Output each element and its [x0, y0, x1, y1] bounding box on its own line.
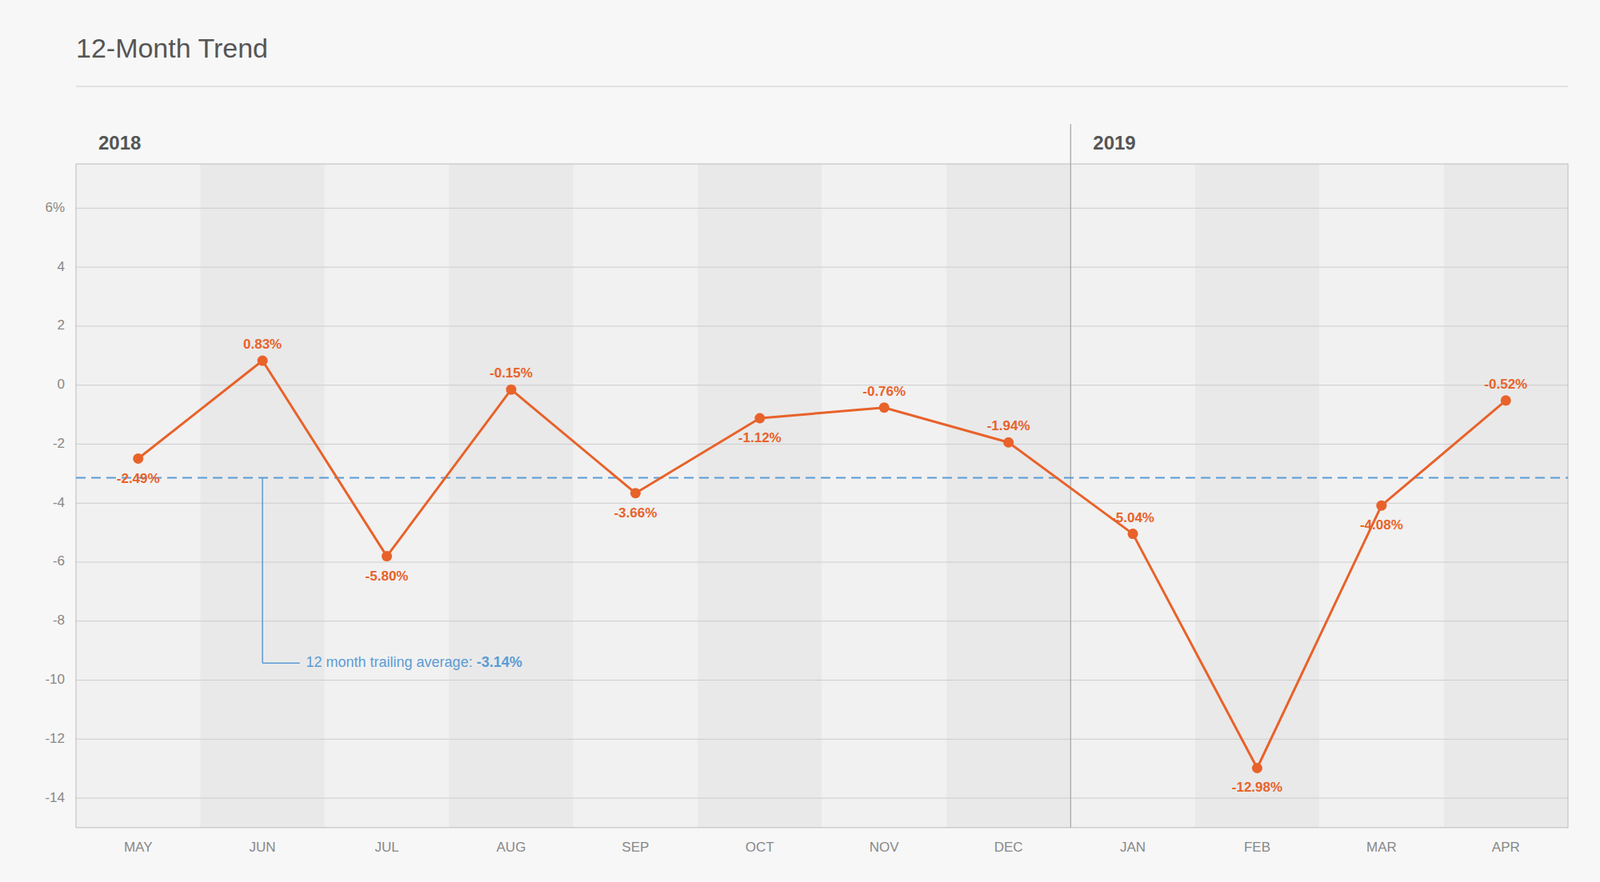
grid-line	[76, 267, 1568, 268]
data-label: -5.04%	[1111, 510, 1155, 526]
category-stripe	[822, 164, 947, 828]
y-ticks: -14 -12 -10 -8 -6 -4 -2 0 2 4 6%	[44, 200, 65, 806]
data-label: -1.94%	[987, 418, 1031, 434]
x-ticks: MAY JUN JUL AUG SEP OCT NOV DEC JAN FEB MAR APR	[124, 840, 1520, 856]
category-stripe	[324, 164, 449, 828]
category-groups: 2018 2019	[98, 124, 1136, 828]
annotation-leader	[261, 477, 264, 664]
x-tick-label: FEB	[1244, 840, 1271, 856]
x-tick-label: NOV	[869, 840, 900, 856]
data-point	[630, 488, 641, 499]
reference-line	[76, 476, 1568, 479]
data-label: -1.12%	[738, 430, 782, 446]
category-stripe	[76, 164, 200, 828]
y-tick-label: -4	[52, 495, 65, 511]
grid-line	[76, 680, 1568, 681]
y-tick-label: -14	[44, 790, 65, 806]
title-separator	[76, 85, 1568, 87]
data-point	[1376, 500, 1387, 512]
plot-frame	[76, 164, 1568, 828]
y-tick-label: 0	[57, 376, 65, 392]
annotations: 12 month trailing average: -3.14%	[262, 477, 523, 671]
x-tick-label: SEP	[621, 840, 649, 856]
annotation-value: -3.14%	[476, 654, 523, 671]
x-tick-label: DEC	[994, 840, 1024, 856]
y-tick-label: 2	[57, 317, 65, 333]
category-stripe	[573, 164, 698, 828]
data-point	[754, 412, 765, 424]
stripes	[76, 164, 1568, 828]
data-point	[257, 356, 268, 367]
x-tick-label: JUL	[374, 840, 399, 856]
data-label: -3.66%	[613, 505, 657, 521]
data-label: -5.80%	[365, 568, 409, 584]
data-point	[1252, 763, 1263, 774]
plot-area	[76, 356, 1568, 774]
y-tick-label: -8	[52, 612, 65, 628]
data-label: -0.52%	[1484, 376, 1528, 392]
x-tick-label: JAN	[1120, 840, 1146, 856]
x-tick-label: MAR	[1366, 840, 1397, 856]
group-divider	[1070, 124, 1072, 828]
x-tick-label: JUN	[249, 840, 276, 856]
x-tick-label: MAY	[124, 840, 153, 856]
y-tick-label: -6	[52, 553, 65, 569]
category-stripe	[1444, 164, 1568, 828]
category-stripe	[946, 164, 1071, 828]
annotation-text-part: 12 month trailing average:	[306, 654, 477, 671]
data-label: -0.76%	[862, 384, 906, 400]
annotation-text: 12 month trailing average: -3.14%	[306, 654, 523, 671]
grid-line	[76, 384, 1568, 386]
x-tick-label: AUG	[496, 840, 527, 856]
data-point	[505, 384, 516, 396]
grid-line	[76, 562, 1568, 564]
grid-line	[76, 620, 1568, 622]
category-stripe	[1195, 164, 1320, 828]
data-label: -12.98%	[1232, 780, 1283, 796]
data-point	[1128, 528, 1139, 540]
y-tick-label: 6%	[44, 200, 65, 216]
data-label: 0.83%	[243, 336, 282, 352]
category-stripe	[697, 164, 822, 828]
y-tick-label: -2	[52, 436, 65, 452]
x-tick-label: OCT	[745, 840, 775, 856]
grid-line	[76, 739, 1568, 740]
data-point	[132, 453, 144, 464]
data-point	[381, 551, 392, 562]
group-label: 2019	[1092, 132, 1136, 154]
grid-line	[76, 208, 1568, 209]
y-tick-label: 4	[57, 259, 65, 275]
category-stripe	[200, 164, 324, 828]
chart-svg: 12-Month Trend -14 -12 -10 -8 -6 -4 -2 0 2 4 6% MAY J…	[0, 0, 1600, 882]
grid	[76, 208, 1568, 799]
category-stripe	[1070, 164, 1195, 828]
chart-container: 12-Month Trend -14 -12 -10 -8 -6 -4 -2 0 2 4 6% MAY J…	[0, 0, 1600, 882]
background	[0, 0, 1600, 882]
data-labels: -2.49% 0.83% -5.80% -0.15% -3.66% -1.12% -0.76…	[116, 336, 1528, 796]
y-tick-label: -10	[44, 672, 65, 688]
data-point	[1500, 395, 1512, 406]
category-stripe	[1319, 164, 1444, 828]
data-label: -0.15%	[489, 365, 533, 381]
grid-line	[76, 503, 1568, 504]
title: 12-Month Trend	[76, 32, 268, 64]
data-label: -4.08%	[1360, 517, 1404, 533]
x-tick-label: APR	[1492, 840, 1520, 856]
group-label: 2018	[98, 132, 141, 154]
grid-line	[76, 798, 1568, 800]
annotation-leader	[262, 663, 300, 665]
grid-line	[76, 444, 1568, 445]
data-label: -2.49%	[116, 471, 160, 487]
grid-line	[76, 325, 1568, 327]
data-point	[879, 402, 890, 413]
y-tick-label: -12	[44, 731, 65, 747]
data-point	[1003, 437, 1014, 448]
category-stripe	[448, 164, 573, 828]
series-line	[138, 360, 1507, 768]
